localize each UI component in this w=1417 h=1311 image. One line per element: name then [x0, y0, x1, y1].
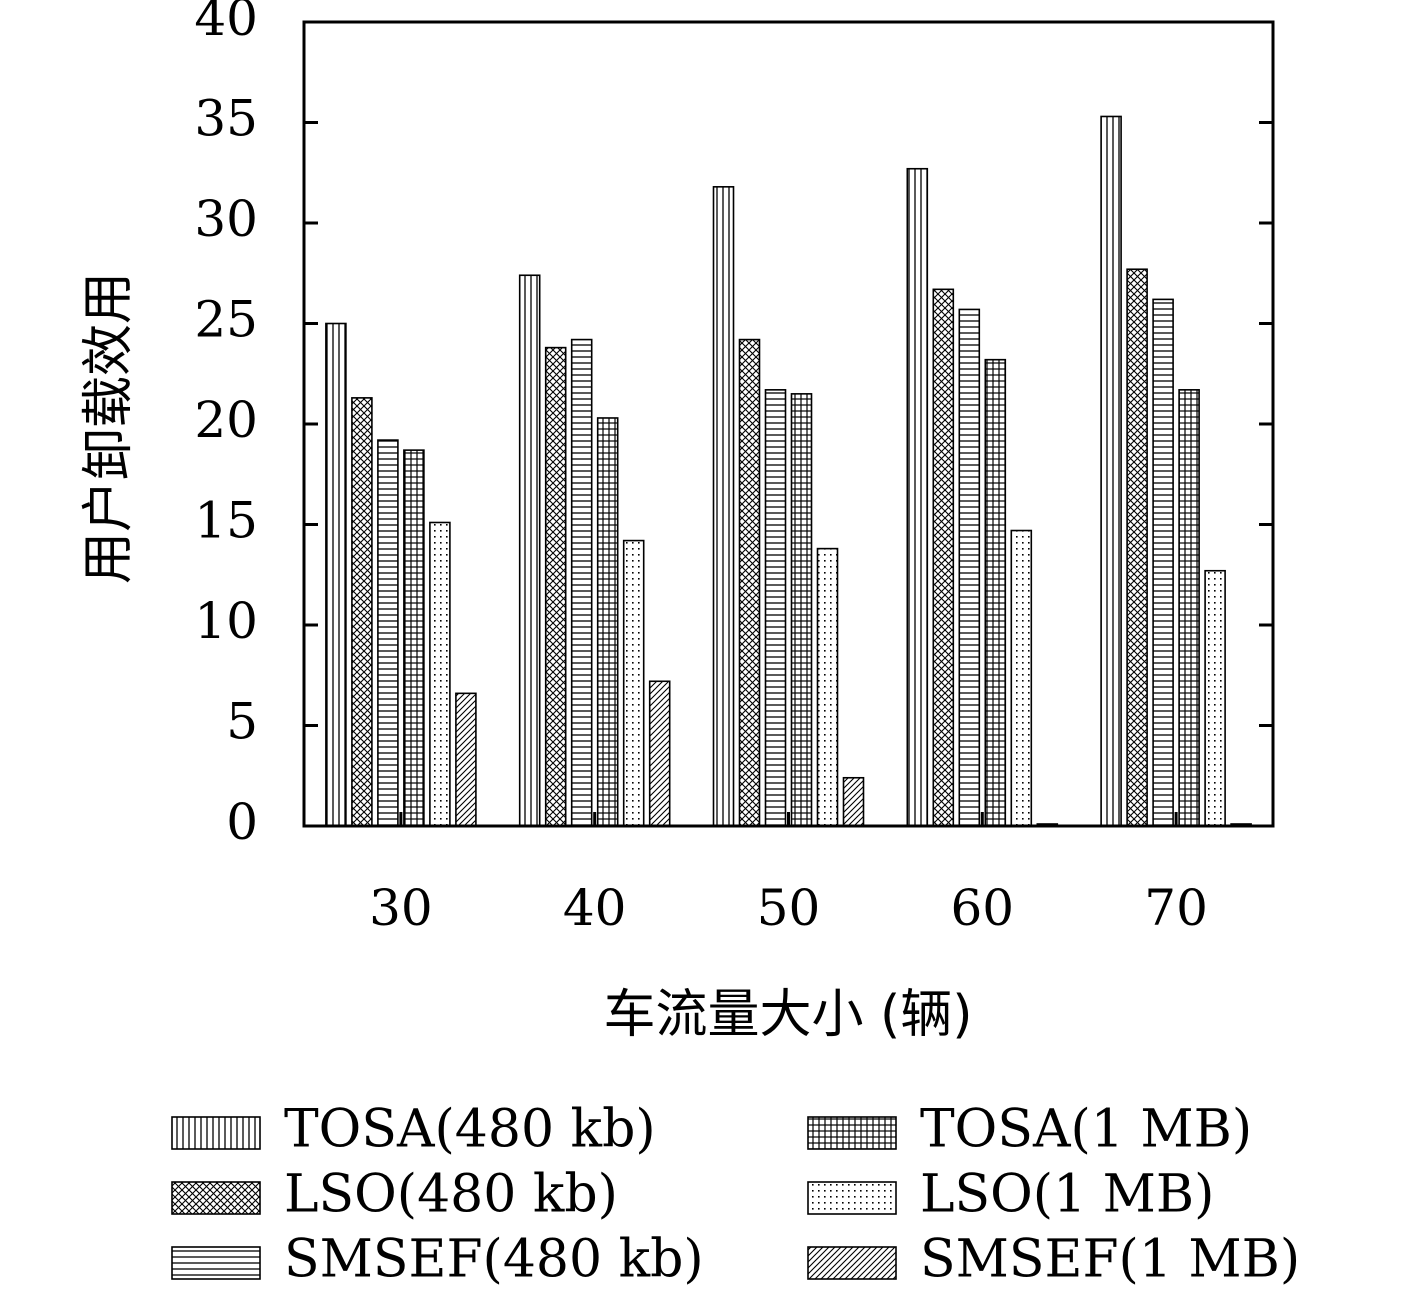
y-tick-label: 35: [194, 90, 258, 148]
x-axis-title: 车流量大小 (辆): [603, 985, 972, 1045]
bar-40-series-4: [596, 417, 619, 827]
legend-swatch: [807, 1246, 897, 1280]
bar-30-series-3: [377, 439, 399, 827]
bar-70-series-4: [1178, 389, 1200, 827]
bar-40-series-3: [570, 338, 593, 827]
bar-30-series-2: [351, 397, 373, 827]
bar-30-series-6: [455, 692, 477, 827]
x-tick-label: 60: [950, 879, 1014, 937]
y-tick-label: 10: [194, 592, 258, 650]
y-tick-label: 15: [194, 492, 258, 550]
bar-50-series-3: [764, 389, 787, 827]
legend: TOSA(480 kb)LSO(480 kb)SMSEF(480 kb) TOSA…: [171, 1100, 1300, 1290]
bar-30-series-1: [325, 322, 347, 827]
bar-70-series-2: [1126, 268, 1148, 827]
plot-frame: [302, 20, 1275, 828]
x-tick-label: 40: [563, 879, 627, 937]
y-tick-label: 20: [194, 391, 258, 449]
bar-50-series-5: [816, 547, 839, 827]
bar-70-series-5: [1204, 569, 1226, 827]
legend-label: SMSEF(1 MB): [920, 1230, 1300, 1290]
bar-60-series-4: [984, 358, 1007, 827]
legend-label: LSO(1 MB): [920, 1165, 1214, 1225]
y-tick-label: 5: [226, 693, 258, 751]
bar-40-series-2: [544, 346, 567, 827]
legend-swatch: [171, 1181, 261, 1215]
bars-layer: [325, 115, 1252, 827]
y-tick-label: 40: [194, 0, 258, 47]
y-axis-title: 用户卸载效用: [79, 272, 139, 584]
legend-label: TOSA(480 kb): [284, 1100, 656, 1160]
bar-70-series-1: [1100, 115, 1122, 827]
legend-label: LSO(480 kb): [284, 1165, 618, 1225]
bar-40-series-5: [622, 539, 645, 827]
bar-70-series-3: [1152, 298, 1174, 827]
bar-30-series-5: [429, 521, 451, 827]
bar-50-series-6: [842, 776, 865, 827]
bar-50-series-2: [738, 338, 761, 827]
legend-swatch: [171, 1116, 261, 1150]
bar-40-series-6: [648, 680, 671, 827]
bar-40-series-1: [518, 274, 541, 827]
legend-label: TOSA(1 MB): [920, 1100, 1252, 1160]
bar-60-series-1: [906, 167, 929, 827]
legend-label: SMSEF(480 kb): [284, 1230, 704, 1290]
ticks-layer: 30 40 50 60 70 0 5 10 15 20 25 30 35 40: [194, 0, 1273, 937]
x-tick-label: 50: [757, 879, 821, 937]
legend-swatch: [807, 1116, 897, 1150]
bar-60-series-2: [932, 288, 955, 827]
y-tick-label: 30: [194, 190, 258, 248]
bar-60-series-5: [1010, 529, 1033, 827]
bar-30-series-4: [403, 449, 425, 827]
y-tick-label: 25: [194, 291, 258, 349]
x-tick-label: 30: [369, 879, 433, 937]
x-tick-label: 70: [1144, 879, 1208, 937]
bar-50-series-4: [790, 393, 813, 827]
bar-50-series-1: [712, 186, 735, 827]
bar-60-series-3: [958, 308, 981, 827]
legend-swatch: [807, 1181, 897, 1215]
y-tick-label: 0: [226, 793, 258, 851]
legend-swatch: [171, 1246, 261, 1280]
